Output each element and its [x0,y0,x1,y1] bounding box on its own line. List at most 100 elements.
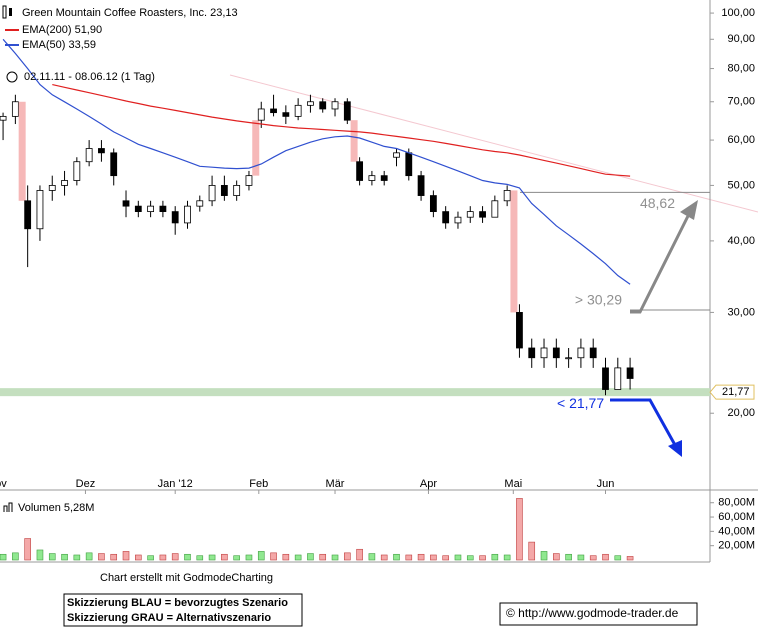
candle-body [11,101,19,117]
gap-bar [18,101,26,201]
volume-bar [577,554,585,561]
volume-bar [282,553,290,561]
candle-body [24,200,32,230]
candle-body [184,205,191,224]
gap-bar [350,120,358,162]
volume-bar [466,555,474,561]
volume-bar [270,552,277,561]
candle-body [429,195,437,213]
volume-bar [233,555,240,561]
candle-body [110,152,118,177]
volume-bar [110,553,118,561]
candle-body [257,108,265,121]
volume-bar [454,554,462,561]
candle-body [393,152,400,158]
volume-bar [184,553,191,561]
volume-bar [491,553,499,561]
volume-bar [208,554,216,561]
y-tick-label: 100,00 [721,7,755,19]
trend-line [229,74,758,213]
icon [6,71,18,83]
candle-body [343,101,351,121]
volume-bar [319,553,327,561]
candle-body [540,347,548,359]
annotation-label: > 30,29 [575,292,622,308]
y-tick-label: 30,00 [727,306,755,318]
candle-body [417,175,425,196]
candle-body [0,115,7,121]
candle-body [36,190,44,230]
volume-title: Volumen 5,28M [18,502,94,514]
candle-body [614,367,622,390]
candle-body [85,148,93,163]
price-tag-label: 21,77 [722,386,750,398]
volume-bar [589,555,597,561]
volume-bar [405,554,413,561]
candle-body [368,175,376,181]
candle-body [98,148,105,154]
volume-bar [528,541,536,561]
candle-body [245,175,253,186]
candle-body [48,185,56,191]
note: Skizzierung GRAU = Alternativszenario [67,612,271,624]
volume-bar [73,554,81,561]
candle-body [331,101,339,110]
candle-body [233,185,241,196]
volume-bar [417,553,425,561]
y-tick-label: 80,00 [727,62,755,74]
candle-body [380,175,388,181]
candle-body [528,347,536,359]
candle-body [503,190,511,202]
candle-body [565,357,573,360]
subtitle: 02.11.11 - 08.06.12 (1 Tag) [24,71,155,83]
chart-title: Green Mountain Coffee Roasters, Inc. 23,… [22,7,238,19]
x-tick-label: Mai [504,478,522,490]
candle-body [73,161,81,181]
y-tick-label: 20,00 [727,407,755,419]
volume-bar [380,554,388,561]
candle-body [307,101,314,106]
candle-body [122,200,130,207]
candle-body [319,101,327,110]
volume-bar [553,553,560,561]
x-tick-label: Nov [0,478,7,490]
candle-body [589,347,597,359]
credit: Chart erstellt mit GodmodeCharting [100,572,273,584]
volume-bar [122,551,130,561]
volume-bar [12,552,19,561]
volume-bar [356,548,363,561]
candle-body [454,216,462,224]
candle-body [577,347,585,359]
icon [9,8,12,16]
candle-body [171,211,179,224]
volume-bar [36,549,44,561]
note-box [63,593,303,627]
y-tick-label: 90,00 [727,33,755,45]
candle-body [220,185,228,196]
volume-bar [24,538,31,561]
volume-bar [479,555,486,561]
scenario-arrow [610,398,677,446]
support-band [0,388,710,397]
volume-bar [307,553,314,561]
candle-body [516,312,523,349]
candle-body [147,205,155,213]
volume-bar [0,553,7,561]
candle-body [626,367,634,379]
ema-line [52,84,631,177]
arrow-head [680,200,698,220]
x-tick-label: Jan '12 [158,478,193,490]
volume-bar [331,554,339,561]
y-tick-label: 60,00M [718,511,755,523]
x-tick-label: Jun [597,478,615,490]
icon [3,502,13,512]
y-tick-label: 40,00 [727,235,755,247]
candle-body [491,200,499,218]
volume-bar [540,551,548,561]
volume-bar [516,498,523,561]
candle-body [479,211,486,218]
candle-body [61,180,68,186]
scenario-arrow [630,211,692,314]
volume-bar [442,555,449,561]
